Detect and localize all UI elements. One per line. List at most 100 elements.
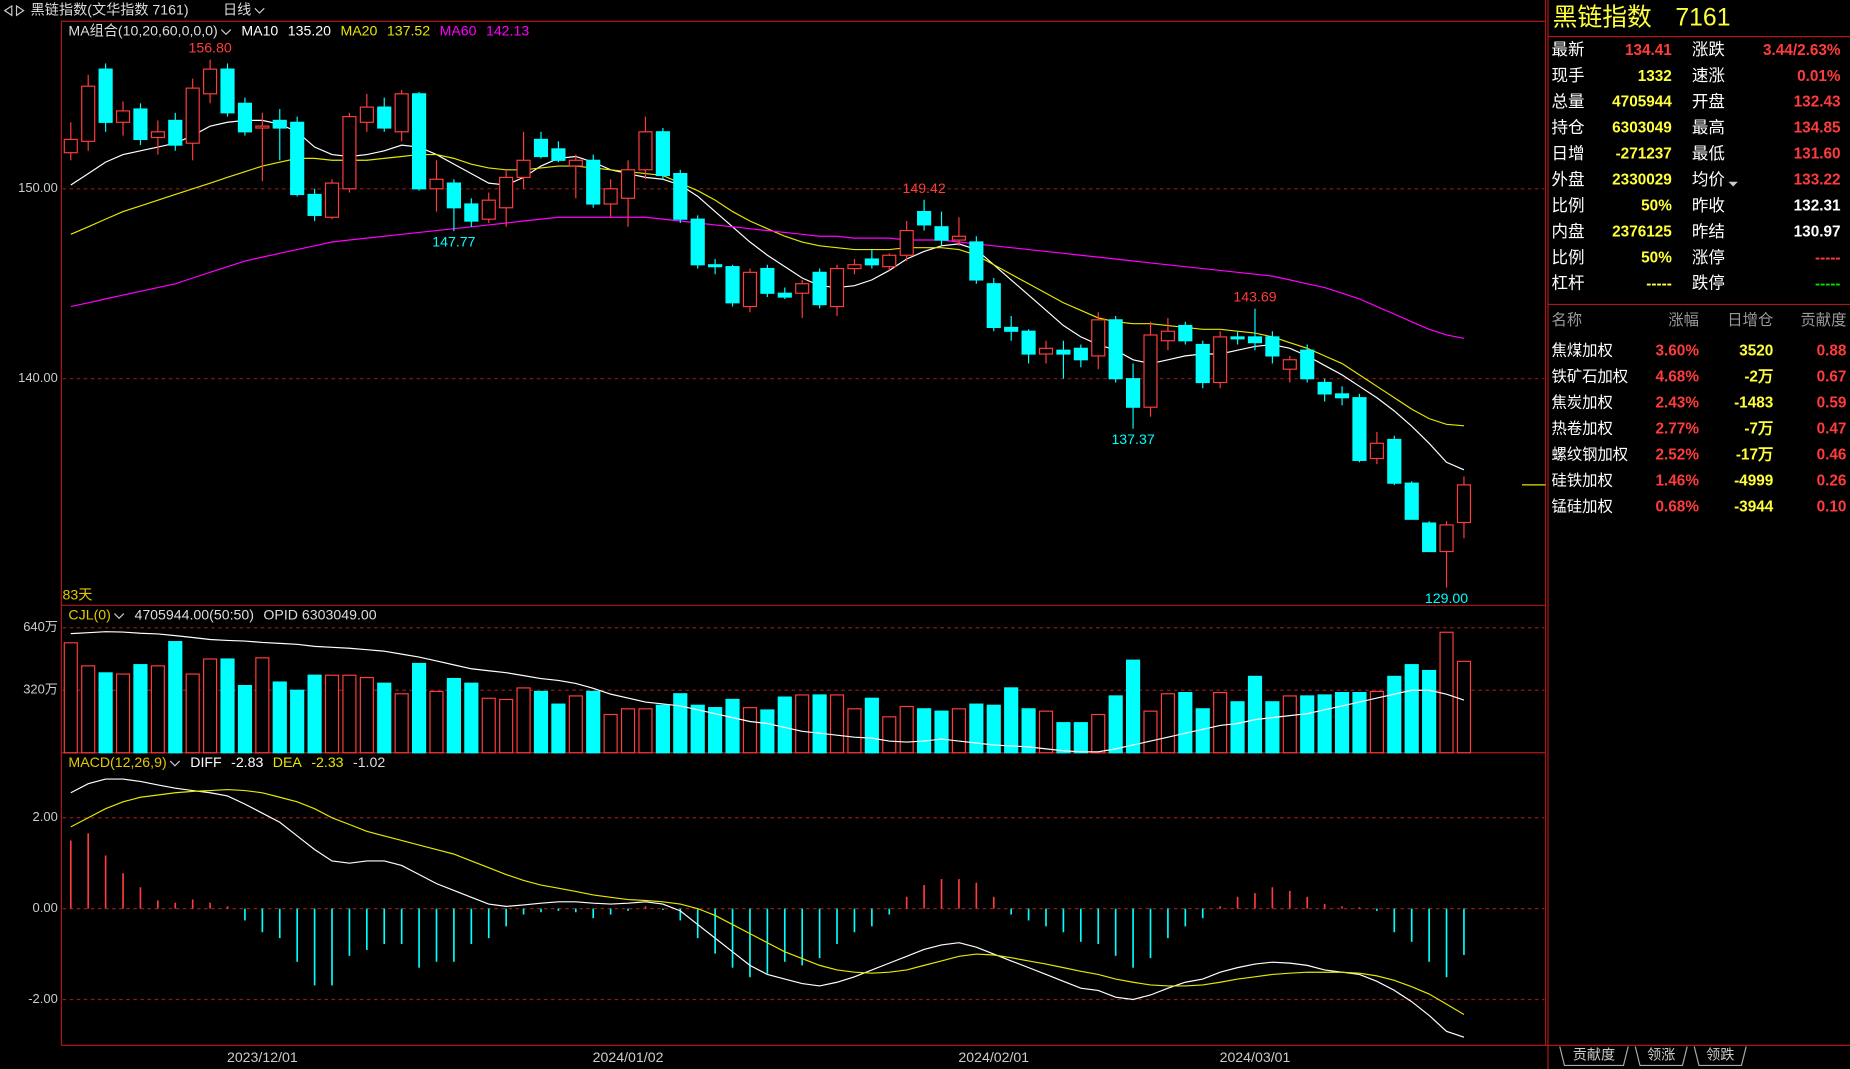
tab-label[interactable]: 领涨 — [1647, 1047, 1675, 1063]
quote-label: 外盘 — [1551, 170, 1584, 189]
candle-body — [986, 283, 1001, 329]
volume-bar — [882, 716, 897, 754]
volume-bar — [603, 713, 618, 754]
candle-body — [568, 159, 583, 167]
volume-bar — [481, 697, 496, 754]
candle-body — [655, 131, 670, 177]
dropdown-chevron — [254, 7, 265, 14]
table-cell: 0.47 — [1817, 421, 1847, 438]
candle-body — [864, 258, 879, 266]
candle-body — [412, 93, 427, 190]
quote-label: 开盘 — [1692, 92, 1725, 111]
tab-label[interactable]: 领跌 — [1706, 1047, 1734, 1063]
period-selector[interactable]: 日线 — [223, 1, 251, 17]
table-cell: -1483 — [1734, 395, 1773, 412]
candle-body — [98, 68, 113, 123]
candle-body — [1369, 442, 1384, 460]
candle-body — [1073, 347, 1088, 361]
volume-bar — [63, 642, 78, 754]
volume-bar — [725, 698, 740, 754]
table-cell: 铁矿石加权 — [1551, 369, 1628, 386]
candle-body — [1213, 336, 1228, 384]
quote-label: 昨收 — [1692, 196, 1725, 215]
volume-bar — [1073, 722, 1088, 754]
candle-body — [951, 235, 967, 241]
candle-body — [1404, 482, 1419, 520]
low-label: 137.37 — [1111, 431, 1154, 447]
candle-body — [150, 131, 165, 139]
candle-body — [899, 229, 914, 256]
table-cell: 螺纹钢加权 — [1551, 446, 1628, 463]
volume-bar — [1352, 692, 1367, 754]
window-title: 黑链指数(文华指数 7161) — [31, 1, 189, 17]
volume-bar — [133, 664, 148, 754]
candle-body — [481, 199, 496, 220]
candle-body — [760, 267, 775, 294]
table-cell: 0.10 — [1817, 498, 1847, 515]
volume-bar — [795, 694, 810, 754]
volume-bar — [1108, 695, 1123, 754]
y-tick-label: -2.00 — [28, 991, 58, 1006]
high-label: 143.69 — [1233, 289, 1276, 305]
volume-bar — [203, 658, 218, 754]
open-interest-line — [70, 631, 1465, 753]
quote-value: 3.44/2.63% — [1763, 42, 1841, 59]
x-tick-label: 2024/01/02 — [593, 1049, 664, 1065]
table-cell: -2万 — [1744, 369, 1773, 386]
table-cell: 锰硅加权 — [1551, 498, 1612, 515]
table-cell: 热卷加权 — [1551, 421, 1612, 438]
panel-header-text: 4705944.00(50:50) — [134, 607, 254, 623]
volume-bar — [307, 674, 322, 754]
volume-bar — [1317, 694, 1332, 754]
volume-bar — [1439, 631, 1454, 754]
quote-value: 2376125 — [1612, 224, 1672, 241]
quote-value: 133.22 — [1794, 172, 1841, 189]
panel-header-text: MA20 — [340, 23, 377, 39]
candle-body — [603, 188, 618, 205]
candle-body — [586, 159, 601, 205]
volume-bar — [220, 658, 235, 754]
quote-value: 132.31 — [1794, 198, 1841, 215]
candle-body — [847, 264, 862, 270]
volume-bar — [1038, 710, 1054, 754]
table-cell: 0.26 — [1817, 472, 1847, 489]
quote-label: 日增 — [1551, 144, 1584, 163]
quote-value: 1332 — [1638, 68, 1672, 85]
quote-name: 黑链指数 — [1553, 3, 1652, 31]
low-label: 147.77 — [432, 234, 475, 250]
tab-label[interactable]: 贡献度 — [1573, 1047, 1615, 1063]
candle-body — [185, 87, 200, 144]
quote-label: 最高 — [1692, 118, 1725, 137]
quote-label: 跌停 — [1692, 274, 1725, 293]
volume-bar — [568, 695, 583, 754]
volume-bar — [655, 704, 670, 754]
candle-body — [969, 241, 984, 281]
candle-body — [1195, 343, 1210, 384]
volume-bar — [1125, 659, 1141, 754]
volume-bar — [829, 694, 845, 754]
candle-body — [1422, 522, 1437, 553]
candle-body — [255, 125, 270, 129]
volume-bar — [1404, 664, 1419, 754]
candle-body — [1334, 393, 1350, 399]
volume-bar — [1091, 713, 1106, 754]
panel-header-text: DEA — [273, 754, 303, 770]
candle-body — [81, 85, 96, 142]
tab — [1559, 1046, 1629, 1067]
table-cell: 焦煤加权 — [1551, 343, 1612, 360]
candle-body — [1317, 381, 1332, 395]
panel-header-text: CJL(0) — [68, 607, 110, 623]
candle-body — [499, 176, 514, 209]
candle-body — [464, 203, 479, 222]
candle-body — [673, 172, 688, 220]
volume-bar — [516, 687, 531, 754]
candle-body — [272, 119, 287, 129]
volume-bar — [1160, 693, 1175, 754]
volume-bar — [1213, 692, 1228, 754]
candle-body — [777, 292, 792, 298]
quote-value: 131.60 — [1794, 146, 1841, 163]
table-cell: -7万 — [1744, 421, 1773, 438]
candle-body — [725, 266, 740, 304]
volume-bar — [586, 690, 601, 754]
